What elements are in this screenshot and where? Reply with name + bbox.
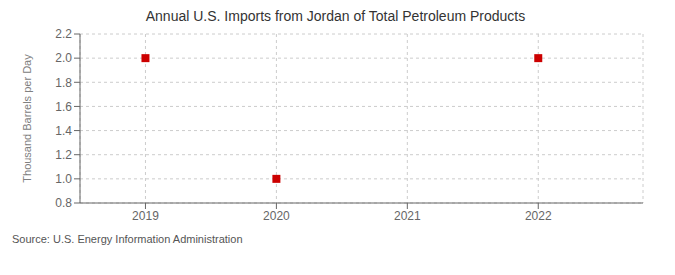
svg-text:2021: 2021 xyxy=(394,209,421,223)
svg-text:1.4: 1.4 xyxy=(55,124,72,138)
svg-text:2019: 2019 xyxy=(132,209,159,223)
svg-text:2.0: 2.0 xyxy=(55,51,72,65)
svg-text:2022: 2022 xyxy=(525,209,552,223)
svg-text:Thousand Barrels per Day: Thousand Barrels per Day xyxy=(21,54,33,183)
svg-text:1.8: 1.8 xyxy=(55,76,72,90)
html-text:Source: U.S. Energy Informatio: Source: U.S. Energy Information Administ… xyxy=(12,233,243,245)
svg-text:1.2: 1.2 xyxy=(55,148,72,162)
svg-text:0.8: 0.8 xyxy=(55,196,72,210)
svg-text:2.2: 2.2 xyxy=(55,27,72,41)
svg-text:2020: 2020 xyxy=(263,209,290,223)
svg-text:1.0: 1.0 xyxy=(55,172,72,186)
svg-text:1.6: 1.6 xyxy=(55,100,72,114)
html-text:Annual U.S. Imports from Jorda: Annual U.S. Imports from Jordan of Total… xyxy=(145,8,526,24)
